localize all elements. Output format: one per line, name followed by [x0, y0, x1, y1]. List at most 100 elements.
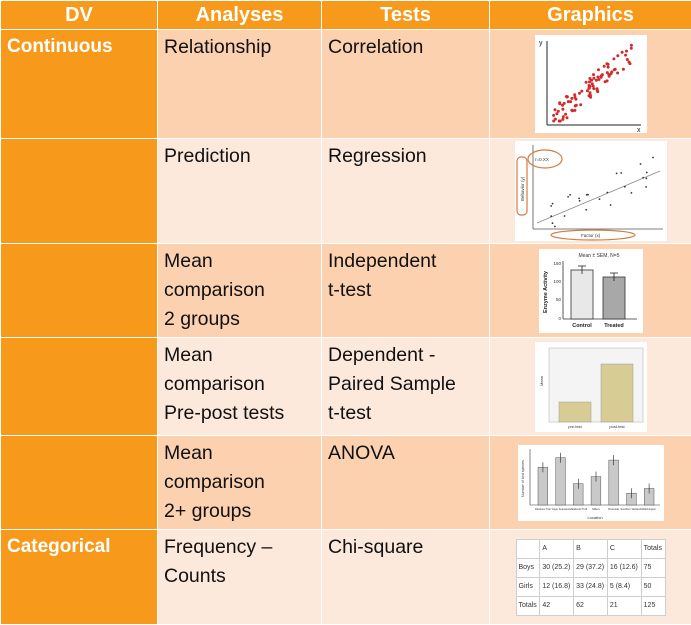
dv-cell: Categorical: [1, 530, 158, 625]
regression-point: [642, 177, 644, 179]
regression-point: [630, 192, 632, 194]
chisquare-header-cell: [516, 539, 540, 558]
dv-cell: [1, 436, 158, 530]
scatter-point: [592, 77, 595, 80]
scatter-point: [588, 77, 591, 80]
paired-ylabel: Mean: [539, 375, 544, 385]
scatter-point: [553, 108, 556, 111]
paired-bar-post: [601, 364, 633, 422]
scatter-point: [592, 73, 595, 76]
anova-bar-label: Maddocks Trail: [569, 507, 587, 511]
regression-point: [550, 215, 552, 217]
scatter-point: [561, 108, 564, 111]
analysis-cell: Mean comparison Pre-post tests: [158, 338, 322, 436]
scatter-point: [579, 103, 582, 106]
regression-point: [652, 157, 654, 159]
paired-bar-label: pre-test: [568, 424, 582, 429]
test-cell: Chi-square: [322, 530, 490, 625]
paired-bar-label: post-test: [609, 424, 625, 429]
analysis-cell: Relationship: [158, 30, 322, 139]
ttest-tick: 100: [553, 279, 561, 284]
chisquare-cell: 12 (16.8): [540, 577, 574, 596]
regression-plot-thumbnail: r=0.XX Behavior (y) Factor (x): [515, 141, 667, 241]
scatter-point: [597, 68, 600, 71]
header-tests: Tests: [322, 1, 490, 30]
anova-ylabel: Number of bird species: [521, 459, 525, 496]
chisquare-cell: 50: [641, 577, 665, 596]
anova-bar: [538, 467, 548, 505]
scatter-point: [561, 115, 564, 118]
chisquare-cell: 62: [574, 596, 608, 615]
scatter-point: [573, 104, 576, 107]
chisquare-cell: 75: [641, 558, 665, 577]
scatter-point: [573, 109, 576, 112]
chisquare-cell: 29 (37.2): [574, 558, 608, 577]
regression-point: [567, 196, 569, 198]
header-row: DV Analyses Tests Graphics: [1, 1, 691, 30]
regression-point: [606, 192, 608, 194]
scatter-point: [602, 65, 605, 68]
regression-point: [609, 204, 611, 206]
graphic-cell: A B C Totals Boys 30 (25.2) 29 (37.2) 16…: [490, 530, 691, 625]
regression-point: [578, 198, 580, 200]
regression-point: [551, 203, 553, 205]
scatter-point: [573, 96, 576, 99]
scatter-point: [616, 54, 619, 57]
regression-point: [585, 209, 587, 211]
ttest-bar-label: Control: [572, 323, 592, 329]
chisquare-table: A B C Totals Boys 30 (25.2) 29 (37.2) 16…: [516, 539, 666, 616]
scatter-point: [616, 72, 619, 75]
scatter-point: [612, 57, 615, 60]
table-row: Continuous Relationship Correlation y x: [1, 30, 691, 139]
ttest-tick: 150: [553, 261, 561, 266]
scatter-point: [556, 110, 559, 113]
scatter-x-label: x: [637, 127, 641, 133]
chisquare-header-cell: A: [540, 539, 574, 558]
analysis-cell: Prediction: [158, 139, 322, 244]
scatter-point: [624, 54, 627, 57]
dv-cell: [1, 338, 158, 436]
chisquare-header-cell: C: [607, 539, 641, 558]
test-cell: Dependent - Paired Sample t-test: [322, 338, 490, 436]
dv-cell: [1, 139, 158, 244]
dv-cell: Continuous: [1, 30, 158, 139]
ttest-bar-treated: [603, 277, 625, 319]
scatter-point: [606, 63, 609, 66]
chisquare-row: Totals 42 62 21 125: [516, 596, 665, 615]
regression-point: [550, 205, 552, 207]
scatter-point: [565, 95, 568, 98]
analysis-cell: Mean comparison 2+ groups: [158, 436, 322, 530]
scatter-point: [561, 118, 564, 121]
scatter-point: [564, 113, 567, 116]
scatter-point: [584, 81, 587, 84]
regression-point: [624, 186, 626, 188]
chisquare-cell: Boys: [516, 558, 540, 577]
regression-point: [569, 194, 571, 196]
scatter-point: [553, 118, 556, 121]
regression-annotation: r=0.XX: [535, 157, 549, 162]
table-row: Mean comparison Pre-post tests Dependent…: [1, 338, 691, 436]
graphic-cell: r=0.XX Behavior (y) Factor (x): [490, 139, 691, 244]
chisquare-header-row: A B C Totals: [516, 539, 665, 558]
scatter-point: [629, 47, 632, 50]
anova-bar: [608, 460, 618, 505]
scatter-point: [596, 76, 599, 79]
test-cell: Independent t-test: [322, 244, 490, 338]
test-cell: Correlation: [322, 30, 490, 139]
chisquare-cell: 5 (8.4): [607, 577, 641, 596]
anova-bar: [555, 457, 565, 504]
scatter-plot-thumbnail: y x: [535, 35, 647, 133]
scatter-point: [621, 68, 624, 71]
table-row: Categorical Frequency – Counts Chi-squar…: [1, 530, 691, 625]
scatter-point: [580, 90, 583, 93]
analysis-cell: Mean comparison 2 groups: [158, 244, 322, 338]
dv-cell: [1, 244, 158, 338]
anova-bar-label: Riverside: [608, 507, 619, 511]
scatter-point: [588, 91, 591, 94]
scatter-point: [603, 80, 606, 83]
header-graphics: Graphics: [490, 1, 691, 30]
regression-point: [551, 222, 553, 224]
